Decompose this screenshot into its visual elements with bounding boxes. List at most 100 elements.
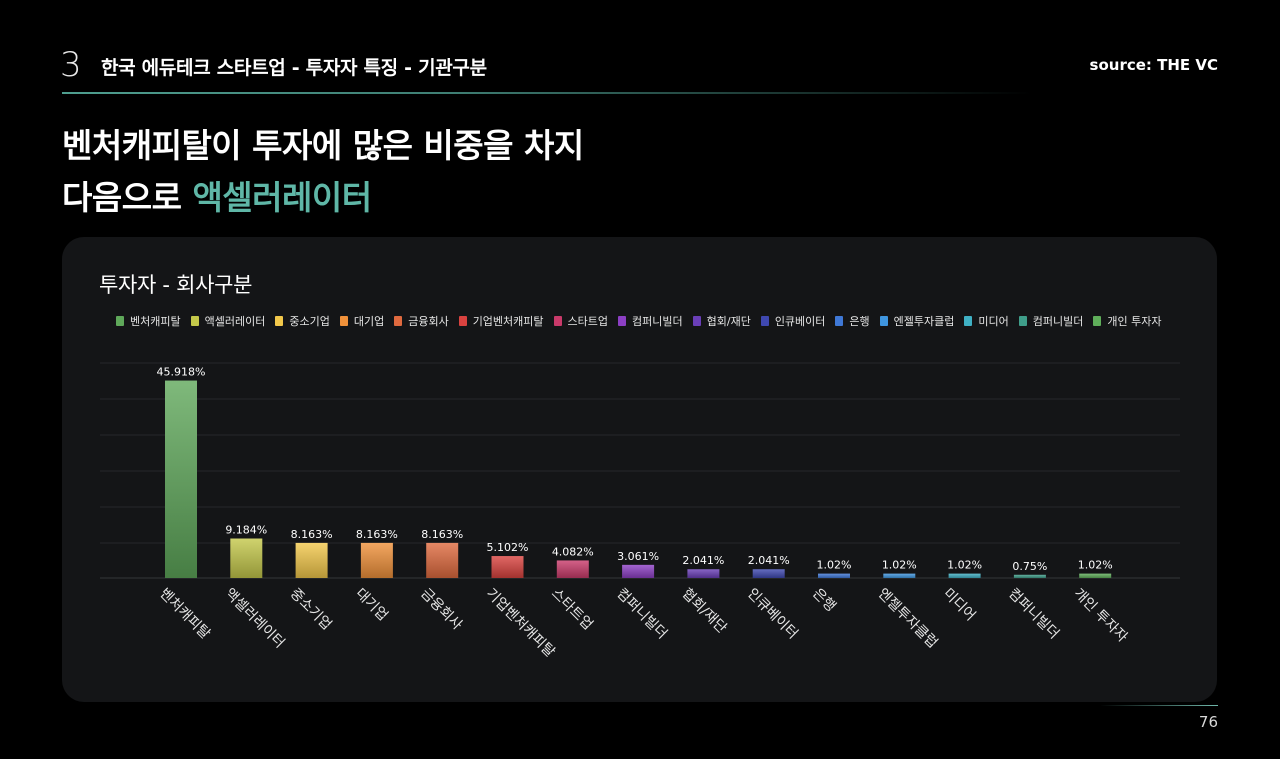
bar <box>295 542 328 578</box>
bar <box>687 569 720 578</box>
bar-value-label: 8.163% <box>356 528 398 541</box>
bar-value-label: 2.041% <box>682 554 724 567</box>
legend-swatch <box>458 316 467 326</box>
bar <box>818 573 850 578</box>
x-tick-label: 액셀러레이터 <box>221 586 287 652</box>
bar-value-label: 3.061% <box>617 550 659 563</box>
legend-label: 인큐베이터 <box>774 315 826 328</box>
bar <box>622 564 655 578</box>
legend-label: 컴퍼니빌더 <box>632 315 683 328</box>
legend-label: 벤처캐피탈 <box>130 315 181 328</box>
bar <box>883 573 916 578</box>
bar-value-label: 1.02% <box>1078 559 1113 572</box>
headline: 벤처캐피탈이 투자에 많은 비중을 차지 다음으로 액셀러레이터 <box>62 120 584 224</box>
bar <box>1013 574 1046 578</box>
bar-value-label: 0.75% <box>1012 560 1047 573</box>
legend-swatch <box>394 316 403 326</box>
headline-line-2: 다음으로 액셀러레이터 <box>62 172 584 224</box>
legend-swatch <box>553 316 562 326</box>
x-tick-label: 개인 투자자 <box>1070 586 1130 646</box>
bar-value-label: 1.02% <box>947 559 982 572</box>
legend-label: 협회/재단 <box>706 315 751 328</box>
legend-swatch <box>879 316 888 326</box>
chart-card: 투자자 - 회사구분 벤처캐피탈 액셀러레이터 중소기업 대기업 금융회사 기업벤처캐피탈… <box>62 237 1217 702</box>
chart-legend: 벤처캐피탈 액셀러레이터 중소기업 대기업 금융회사 기업벤처캐피탈 스타트업 컴퍼니빌더 협회… <box>116 313 1196 329</box>
footer-divider <box>1100 705 1218 706</box>
bar-value-label: 8.163% <box>421 528 463 541</box>
legend-label: 기업벤처캐피탈 <box>472 315 544 328</box>
bar <box>360 542 393 578</box>
x-tick-label: 금융회사 <box>417 586 465 634</box>
x-tick-label: 인큐베이터 <box>744 586 801 643</box>
bar-value-label: 8.163% <box>291 528 333 541</box>
bar-value-label: 1.02% <box>817 559 852 572</box>
chart-title: 투자자 - 회사구분 <box>99 273 253 297</box>
legend-item: 협회/재단 <box>692 313 751 329</box>
legend-label: 컴퍼니빌더 <box>1032 315 1084 328</box>
legend-swatch <box>760 316 769 326</box>
legend-label: 은행 <box>849 315 870 328</box>
x-tick-label: 중소기업 <box>287 586 335 634</box>
bar <box>948 573 981 578</box>
x-tick-label: 컴퍼니빌더 <box>1005 586 1062 643</box>
legend-swatch <box>116 316 124 326</box>
section-number: 3 <box>60 45 82 85</box>
legend-item: 대기업 <box>339 313 385 329</box>
legend-label: 대기업 <box>353 315 385 328</box>
legend-swatch <box>190 316 199 326</box>
legend-item: 스타트업 <box>553 313 609 329</box>
x-tick-label: 스타트업 <box>548 586 596 634</box>
header-divider <box>62 92 1032 94</box>
legend-swatch <box>275 316 284 326</box>
bar-value-label: 1.02% <box>882 559 917 572</box>
x-tick-label: 엔젤투자클럽 <box>874 586 940 652</box>
legend-label: 액셀러레이터 <box>204 315 266 328</box>
legend-item: 액셀러레이터 <box>190 313 266 329</box>
legend-swatch <box>339 316 348 326</box>
legend-label: 개인 투자자 <box>1107 315 1162 328</box>
x-tick-label: 미디어 <box>940 586 979 625</box>
legend-item: 인큐베이터 <box>760 313 826 329</box>
bar <box>165 380 197 578</box>
legend-item: 기업벤처캐피탈 <box>458 313 544 329</box>
legend-swatch <box>692 316 701 326</box>
x-tick-label: 대기업 <box>352 586 391 625</box>
legend-label: 엔젤투자클럽 <box>893 315 955 328</box>
x-tick-label: 기업벤처캐피탈 <box>483 586 558 661</box>
source-label: source: THE VC <box>1089 56 1218 74</box>
headline-line-2-prefix: 다음으로 <box>62 178 193 217</box>
page-number: 76 <box>1198 713 1218 731</box>
headline-accent: 액셀러레이터 <box>192 178 372 217</box>
bar-value-label: 4.082% <box>552 545 594 558</box>
legend-label: 금융회사 <box>408 315 449 328</box>
section-title: 한국 에듀테크 스타트업 - 투자자 특징 - 기관구분 <box>101 57 487 79</box>
bar-value-label: 2.041% <box>748 554 790 567</box>
legend-item: 컴퍼니빌더 <box>618 313 683 329</box>
legend-item: 중소기업 <box>275 313 330 329</box>
bar-chart: 45.918% 벤처캐피탈 9.184% 액셀러레이터 8.163% 중소기업 8.163%… <box>100 362 1180 661</box>
legend-swatch <box>964 316 973 326</box>
x-tick-label: 컴퍼니빌더 <box>613 586 670 643</box>
bar <box>491 556 524 578</box>
legend-label: 중소기업 <box>289 315 330 328</box>
bar <box>556 560 589 578</box>
bar-value-label: 5.102% <box>487 541 529 554</box>
legend-item: 금융회사 <box>394 313 449 329</box>
legend-item: 엔젤투자클럽 <box>879 313 955 329</box>
x-tick-label: 은행 <box>809 586 839 616</box>
legend-label: 스타트업 <box>567 315 609 328</box>
legend-item: 미디어 <box>964 313 1009 329</box>
legend-swatch <box>1093 316 1102 326</box>
bar-value-label: 9.184% <box>225 524 267 537</box>
x-tick-label: 벤처캐피탈 <box>156 586 213 643</box>
bar <box>230 538 263 578</box>
legend-swatch <box>835 316 844 326</box>
legend-item: 개인 투자자 <box>1093 313 1162 329</box>
legend-item: 컴퍼니빌더 <box>1018 313 1084 329</box>
bar <box>426 542 459 578</box>
legend-item: 은행 <box>835 313 870 329</box>
headline-line-1: 벤처캐피탈이 투자에 많은 비중을 차지 <box>62 126 584 165</box>
x-tick-label: 협회/재단 <box>679 586 730 637</box>
legend-item: 벤처캐피탈 <box>116 313 181 329</box>
